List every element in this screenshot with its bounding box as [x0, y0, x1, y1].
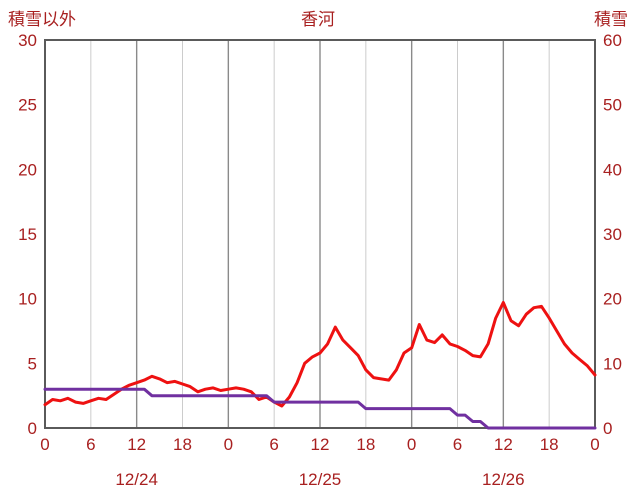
- left-axis-tick-label: 5: [28, 354, 37, 373]
- series-line-snow-depth: [43, 387, 597, 430]
- left-axis-tick-label: 15: [18, 225, 37, 244]
- x-axis-hour-label: 18: [540, 435, 559, 454]
- left-axis-tick-label: 20: [18, 160, 37, 179]
- right-axis-tick-label: 20: [603, 290, 622, 309]
- x-axis-hour-label: 12: [311, 435, 330, 454]
- x-axis-date-label: 12/24: [115, 470, 158, 489]
- x-axis-hour-label: 0: [590, 435, 599, 454]
- x-axis-hour-label: 12: [127, 435, 146, 454]
- left-axis-tick-label: 0: [28, 419, 37, 438]
- left-axis-tick-label: 30: [18, 31, 37, 50]
- x-axis-hour-label: 18: [173, 435, 192, 454]
- x-axis-date-label: 12/25: [299, 470, 342, 489]
- left-axis-title: 積雪以外: [8, 10, 76, 29]
- right-axis-title: 積雪: [594, 10, 628, 29]
- x-axis-hour-label: 0: [40, 435, 49, 454]
- plot-border: [44, 39, 596, 429]
- x-axis-date-label: 12/26: [482, 470, 525, 489]
- x-axis-hour-label: 6: [269, 435, 278, 454]
- x-axis-hour-label: 0: [224, 435, 233, 454]
- right-axis-tick-label: 50: [603, 96, 622, 115]
- series-line-non-snow: [43, 301, 597, 408]
- x-axis-hour-label: 12: [494, 435, 513, 454]
- right-axis-tick-label: 30: [603, 225, 622, 244]
- x-axis-hour-label: 6: [453, 435, 462, 454]
- right-axis-tick-label: 60: [603, 31, 622, 50]
- chart-title: 香河: [301, 10, 335, 29]
- x-axis-hour-label: 0: [407, 435, 416, 454]
- x-axis-hour-label: 6: [86, 435, 95, 454]
- left-axis-tick-label: 25: [18, 96, 37, 115]
- left-axis-tick-label: 10: [18, 290, 37, 309]
- right-axis-tick-label: 0: [603, 419, 612, 438]
- x-axis-hour-label: 18: [356, 435, 375, 454]
- right-axis-tick-label: 10: [603, 354, 622, 373]
- right-axis-tick-label: 40: [603, 160, 622, 179]
